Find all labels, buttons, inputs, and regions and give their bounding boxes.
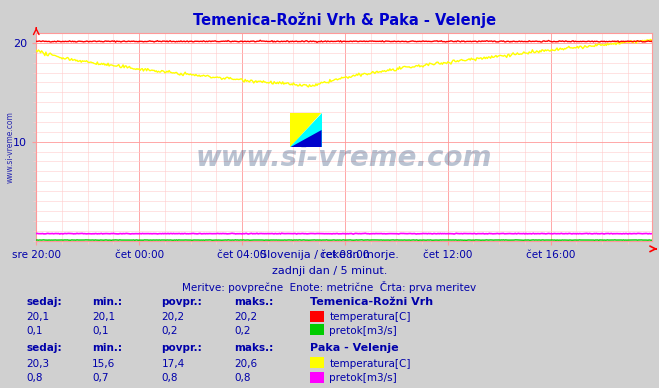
Text: povpr.:: povpr.: bbox=[161, 296, 202, 307]
Text: maks.:: maks.: bbox=[234, 296, 273, 307]
Text: Temenica-Rožni Vrh: Temenica-Rožni Vrh bbox=[310, 296, 433, 307]
Text: 0,8: 0,8 bbox=[234, 373, 250, 383]
Text: 20,6: 20,6 bbox=[234, 359, 257, 369]
Text: 0,1: 0,1 bbox=[92, 326, 109, 336]
Text: Slovenija / reke in morje.: Slovenija / reke in morje. bbox=[260, 250, 399, 260]
Text: maks.:: maks.: bbox=[234, 343, 273, 353]
Text: 0,8: 0,8 bbox=[161, 373, 178, 383]
Text: min.:: min.: bbox=[92, 343, 123, 353]
Text: 20,1: 20,1 bbox=[92, 312, 115, 322]
Text: Paka - Velenje: Paka - Velenje bbox=[310, 343, 398, 353]
Text: 0,7: 0,7 bbox=[92, 373, 109, 383]
Text: Meritve: povprečne  Enote: metrične  Črta: prva meritev: Meritve: povprečne Enote: metrične Črta:… bbox=[183, 281, 476, 293]
Text: povpr.:: povpr.: bbox=[161, 343, 202, 353]
Text: www.si-vreme.com: www.si-vreme.com bbox=[196, 144, 492, 171]
Text: zadnji dan / 5 minut.: zadnji dan / 5 minut. bbox=[272, 266, 387, 276]
Text: pretok[m3/s]: pretok[m3/s] bbox=[330, 373, 397, 383]
Text: temperatura[C]: temperatura[C] bbox=[330, 359, 411, 369]
Text: 0,1: 0,1 bbox=[26, 326, 43, 336]
Text: sedaj:: sedaj: bbox=[26, 343, 62, 353]
Polygon shape bbox=[290, 113, 322, 147]
Text: 20,1: 20,1 bbox=[26, 312, 49, 322]
Text: 15,6: 15,6 bbox=[92, 359, 115, 369]
Title: Temenica-Rožni Vrh & Paka - Velenje: Temenica-Rožni Vrh & Paka - Velenje bbox=[193, 12, 496, 28]
Text: pretok[m3/s]: pretok[m3/s] bbox=[330, 326, 397, 336]
Text: 0,2: 0,2 bbox=[234, 326, 250, 336]
Text: temperatura[C]: temperatura[C] bbox=[330, 312, 411, 322]
Text: 0,2: 0,2 bbox=[161, 326, 178, 336]
Text: 20,3: 20,3 bbox=[26, 359, 49, 369]
Text: 17,4: 17,4 bbox=[161, 359, 185, 369]
Text: sedaj:: sedaj: bbox=[26, 296, 62, 307]
Text: 0,8: 0,8 bbox=[26, 373, 43, 383]
Text: 20,2: 20,2 bbox=[234, 312, 257, 322]
Polygon shape bbox=[290, 130, 322, 147]
Text: 20,2: 20,2 bbox=[161, 312, 185, 322]
Text: min.:: min.: bbox=[92, 296, 123, 307]
Polygon shape bbox=[290, 113, 322, 147]
Text: www.si-vreme.com: www.si-vreme.com bbox=[5, 111, 14, 184]
